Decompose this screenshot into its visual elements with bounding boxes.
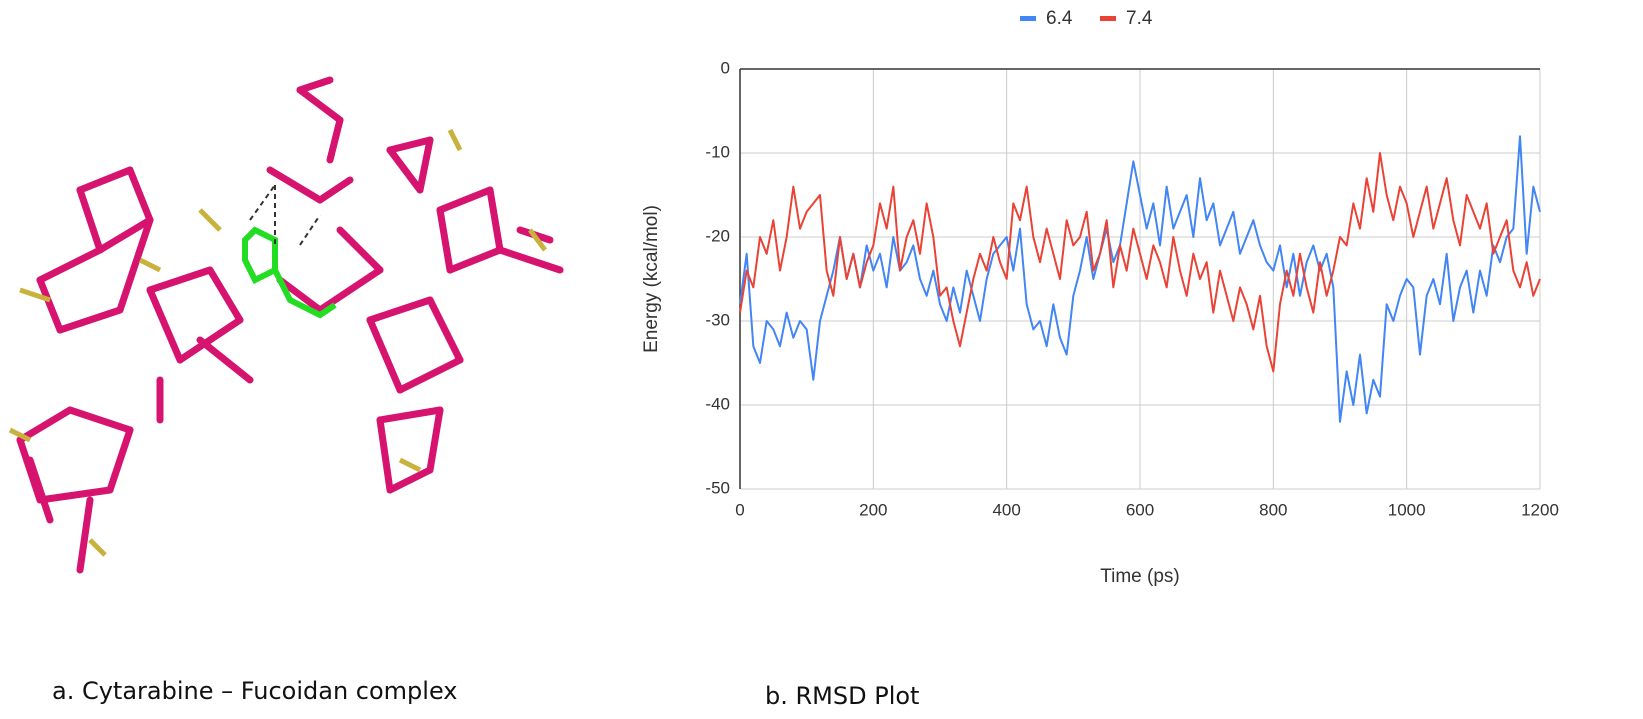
legend-label: 7.4 xyxy=(1126,8,1153,29)
legend-label: 6.4 xyxy=(1046,8,1073,29)
y-tick-label: -30 xyxy=(705,310,730,329)
x-axis-label: Time (ps) xyxy=(1100,566,1180,587)
y-tick-label: -50 xyxy=(705,478,730,497)
line-chart: 0 -10 -20 -30 -40 -50 0 200 400 600 800 1000 1200 Tim… xyxy=(641,8,1559,587)
ligand xyxy=(242,226,337,319)
y-tick-label: -10 xyxy=(705,142,730,161)
molecule-image xyxy=(16,76,564,574)
y-tick-label: -20 xyxy=(705,226,730,245)
caption: a. Cytarabine – Fucoidan complex xyxy=(52,677,458,705)
x-tick-label: 400 xyxy=(992,500,1020,519)
x-tick-label: 1000 xyxy=(1388,500,1426,519)
y-axis-label: Energy (kcal/mol) xyxy=(641,205,662,353)
legend-swatch xyxy=(1020,16,1036,21)
x-tick-label: 0 xyxy=(735,500,744,519)
y-tick-label: -40 xyxy=(705,394,730,413)
hydrogen-bonds xyxy=(249,184,321,246)
x-tick-label: 600 xyxy=(1126,500,1154,519)
data-line xyxy=(739,135,1541,423)
x-tick-label: 200 xyxy=(859,500,887,519)
x-tick-label: 800 xyxy=(1259,500,1287,519)
molecule-accents xyxy=(8,128,547,557)
y-tick-label: 0 xyxy=(721,58,730,77)
legend-swatch xyxy=(1100,16,1116,21)
caption: b. RMSD Plot xyxy=(765,682,919,710)
data-line xyxy=(739,152,1541,373)
x-tick-label: 1200 xyxy=(1521,500,1559,519)
